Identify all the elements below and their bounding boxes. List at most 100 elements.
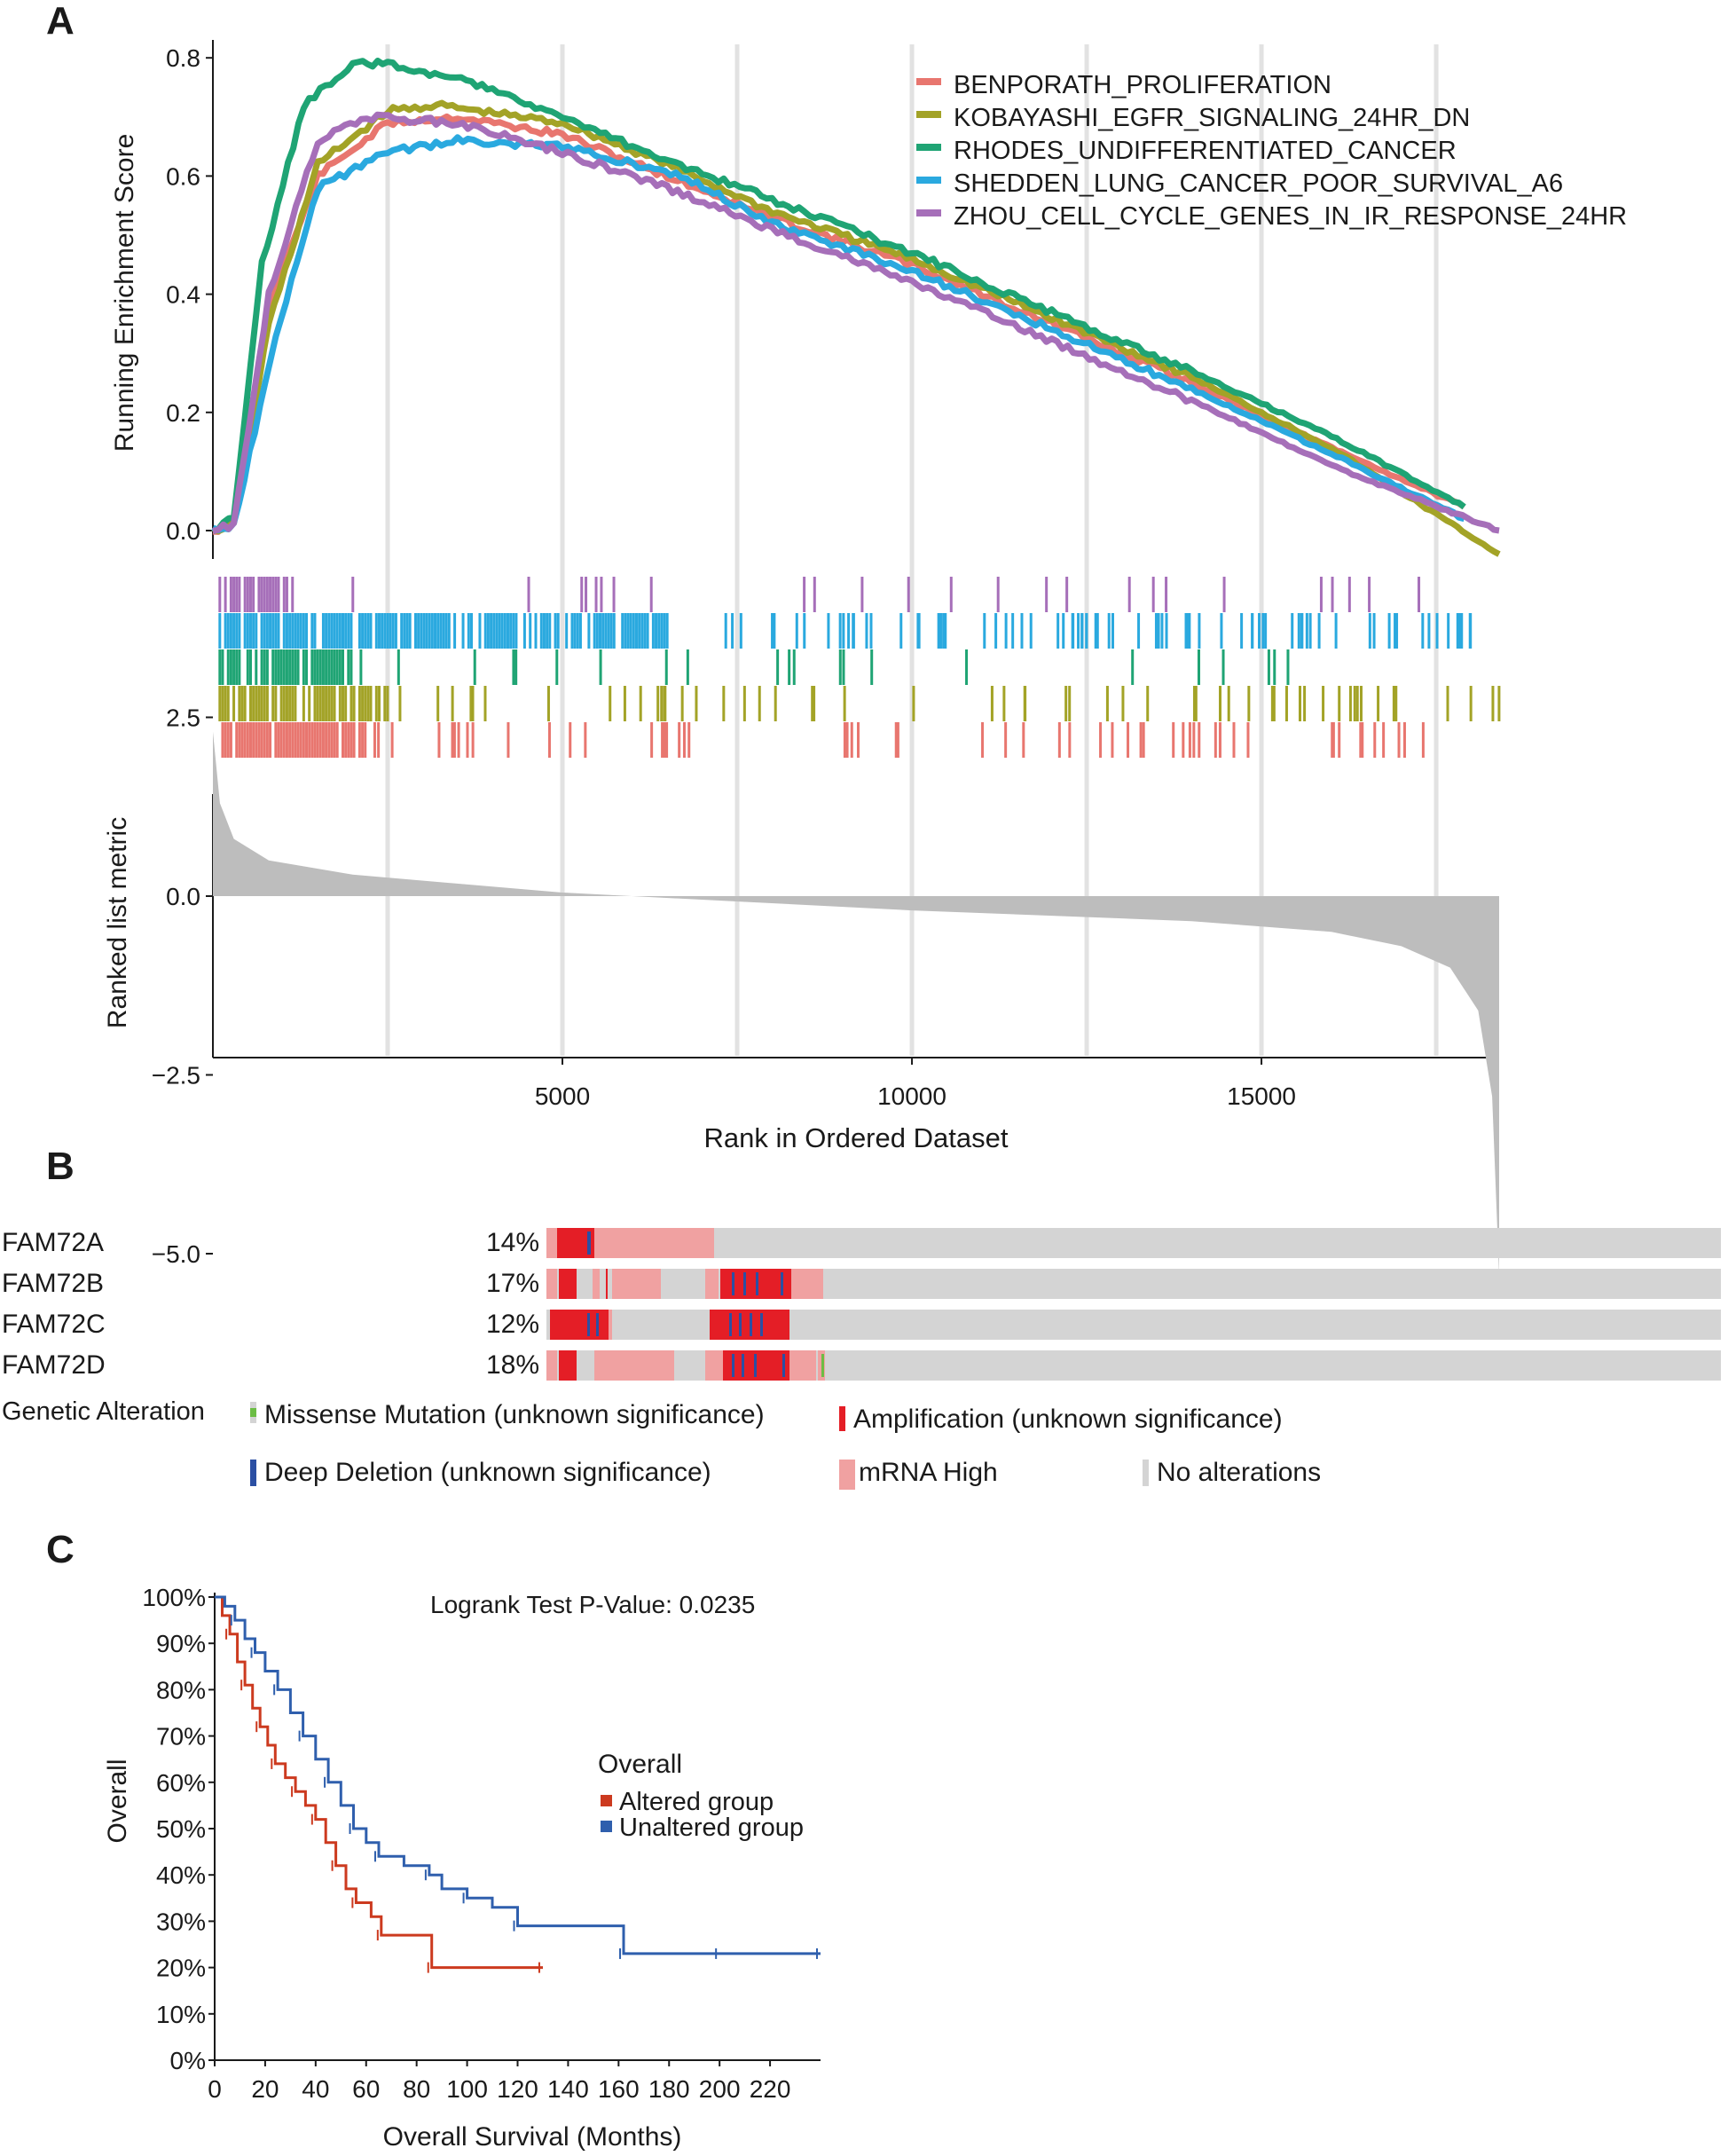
- km-legend-key-unaltered-group: [601, 1821, 612, 1832]
- hit-mark: [302, 686, 305, 721]
- rank-y-axis-label: Ranked list metric: [103, 817, 132, 1028]
- hit-mark: [325, 722, 328, 758]
- hit-mark: [310, 649, 314, 685]
- hit-mark: [313, 613, 317, 649]
- hit-mark: [260, 613, 263, 649]
- hit-mark: [663, 722, 666, 758]
- hit-mark: [321, 722, 325, 758]
- hit-mark: [632, 613, 635, 649]
- hit-mark: [607, 613, 610, 649]
- km-curve-altered-group: [215, 1595, 543, 1970]
- gene-pct-fam72c: 12%: [486, 1310, 539, 1339]
- hit-mark: [285, 722, 288, 758]
- hit-mark: [313, 722, 317, 758]
- hit-mark: [347, 722, 350, 758]
- hit-mark: [1402, 722, 1406, 758]
- hit-mark: [333, 613, 336, 649]
- hit-mark: [651, 613, 655, 649]
- hit-mark: [555, 649, 559, 685]
- hit-mark: [282, 613, 286, 649]
- hit-mark: [350, 613, 353, 649]
- hit-mark: [232, 649, 236, 685]
- logrank-annotation: Logrank Test P-Value: 0.0235: [430, 1591, 755, 1618]
- hit-mark: [294, 613, 297, 649]
- hit-mark: [218, 686, 222, 721]
- es-line-shedden-lung-cancer-poor-survival-a6: [211, 134, 1465, 534]
- hit-mark: [569, 722, 572, 758]
- hit-mark: [274, 686, 278, 721]
- hit-mark: [912, 686, 915, 721]
- hit-mark: [366, 686, 370, 721]
- alteration-deep-deletion: [743, 1272, 746, 1295]
- hit-mark: [1246, 722, 1250, 758]
- hit-mark: [576, 613, 579, 649]
- hit-mark: [1322, 686, 1325, 721]
- hit-mark: [224, 613, 227, 649]
- hit-mark: [316, 649, 319, 685]
- km-y-tick-label: 90%: [156, 1630, 206, 1657]
- hit-mark: [351, 577, 355, 612]
- hit-mark: [352, 722, 356, 758]
- hit-mark: [269, 577, 272, 612]
- hit-mark: [316, 686, 319, 721]
- hit-mark: [235, 722, 239, 758]
- hit-mark: [246, 722, 249, 758]
- hit-mark: [845, 722, 849, 758]
- es-y-tick-label: 0.8: [166, 44, 200, 72]
- hit-mark: [285, 686, 288, 721]
- es-y-tick-label: 0.4: [166, 281, 200, 309]
- hit-mark: [296, 649, 300, 685]
- hit-mark: [604, 613, 608, 649]
- hit-mark: [342, 613, 344, 649]
- hit-mark: [335, 649, 339, 685]
- hit-mark: [277, 722, 280, 758]
- hit-mark: [318, 686, 322, 721]
- hit-mark: [444, 613, 448, 649]
- hit-mark: [1359, 722, 1363, 758]
- hit-mark: [238, 686, 241, 721]
- hit-mark: [939, 613, 942, 649]
- alteration-deep-deletion: [587, 1313, 590, 1336]
- hit-mark: [483, 613, 487, 649]
- hit-mark: [1338, 686, 1341, 721]
- hit-row-zhou-cell-cycle-genes-in-ir-response-24hr: [218, 577, 1421, 612]
- alteration-deep-deletion: [729, 1313, 732, 1336]
- hit-mark: [235, 613, 239, 649]
- hit-mark: [302, 722, 305, 758]
- hit-mark: [390, 722, 394, 758]
- hit-mark: [996, 577, 1000, 612]
- hit-mark: [547, 722, 551, 758]
- hit-mark: [1331, 722, 1335, 758]
- hit-mark: [1247, 686, 1251, 721]
- hit-mark: [546, 686, 550, 721]
- hit-mark: [1368, 613, 1371, 649]
- hit-mark: [235, 649, 239, 685]
- ranked-metric-area: [213, 731, 1499, 1276]
- hit-mark: [224, 577, 227, 612]
- hit-mark: [529, 613, 532, 649]
- hit-mark: [813, 577, 816, 612]
- hit-mark: [1065, 577, 1069, 612]
- hit-mark: [397, 649, 400, 685]
- hit-mark: [316, 722, 319, 758]
- legend-label-mrna-high: mRNA High: [859, 1458, 998, 1487]
- km-x-tick-label: 160: [598, 2075, 640, 2103]
- hit-mark: [271, 577, 275, 612]
- hit-mark: [1456, 613, 1459, 649]
- hit-mark: [1319, 577, 1323, 612]
- rank-y-tick-label: −2.5: [152, 1062, 200, 1090]
- hit-mark: [1397, 722, 1401, 758]
- hit-mark: [665, 613, 669, 649]
- km-y-tick-label: 60%: [156, 1769, 206, 1797]
- hit-mark: [795, 613, 798, 649]
- hit-mark: [248, 722, 252, 758]
- hit-mark: [274, 722, 278, 758]
- hit-mark: [333, 722, 336, 758]
- hit-mark: [1368, 577, 1371, 612]
- hit-mark: [260, 577, 263, 612]
- hit-mark: [327, 613, 331, 649]
- hit-mark: [870, 649, 874, 685]
- legend-label-missense: Missense Mutation (unknown significance): [264, 1400, 765, 1429]
- hit-mark: [282, 722, 286, 758]
- hit-mark: [350, 649, 353, 685]
